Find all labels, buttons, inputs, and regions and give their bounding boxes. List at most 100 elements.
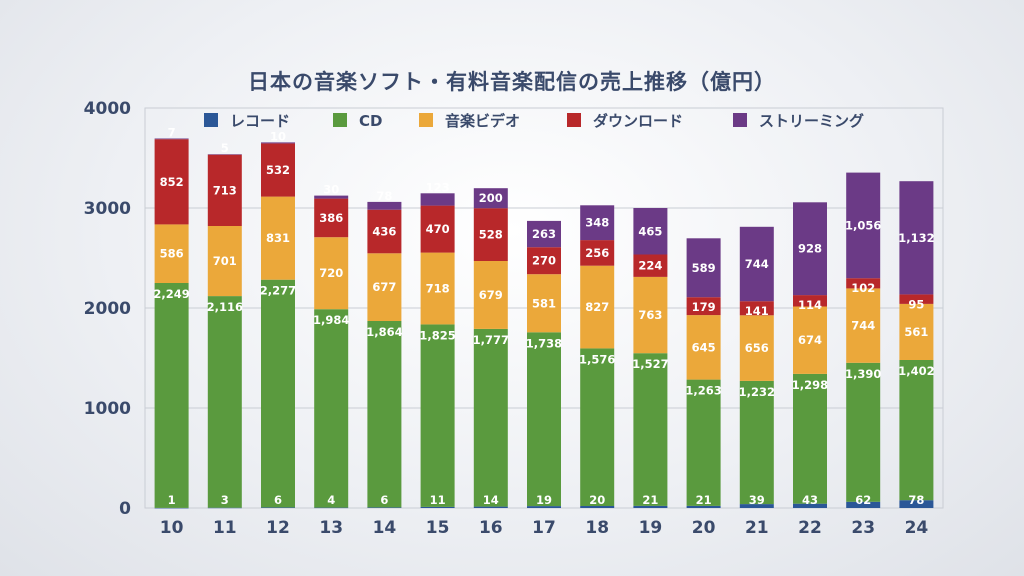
bar-segment	[154, 139, 189, 225]
data-label: 701	[213, 254, 237, 268]
data-label: 2,277	[260, 284, 296, 298]
legend-label: ストリーミング	[759, 112, 864, 130]
data-label: 4	[327, 493, 335, 507]
bar-segment	[633, 276, 668, 354]
x-tick-label: 12	[266, 518, 290, 538]
x-tick-label: 18	[585, 518, 609, 538]
data-label: 5	[221, 141, 229, 155]
data-label: 713	[213, 183, 237, 197]
data-label: 1,390	[845, 367, 881, 381]
data-label: 224	[638, 259, 662, 273]
bar-stacks	[154, 138, 934, 509]
data-label: 179	[692, 300, 716, 314]
bar-segment	[207, 507, 242, 509]
bar-segment	[154, 224, 189, 283]
bar-segment	[154, 283, 189, 508]
bar-segment	[739, 380, 774, 505]
data-label: 852	[160, 175, 184, 189]
legend-label: ダウンロード	[593, 112, 683, 130]
data-label: 827	[585, 300, 609, 314]
data-label: 256	[585, 246, 609, 260]
bar-segment	[739, 301, 774, 316]
bar-segment	[527, 506, 561, 508]
bar-segment	[473, 208, 508, 261]
data-label: 1,984	[313, 313, 349, 327]
x-tick-label: 16	[479, 518, 503, 538]
bar-segment	[314, 198, 349, 238]
x-tick-label: 11	[213, 518, 237, 538]
data-label: 1,132	[898, 231, 934, 245]
bar-segment	[527, 332, 561, 507]
data-label: 1,056	[845, 218, 881, 232]
data-label: 645	[692, 340, 716, 354]
data-label: 114	[798, 298, 822, 312]
bar-segment	[207, 154, 242, 155]
bar-segment	[793, 295, 827, 307]
data-label: 744	[745, 257, 769, 271]
data-label: 2,116	[207, 300, 243, 314]
data-label: 6	[274, 493, 282, 507]
bar-segment	[527, 274, 561, 333]
data-label: 677	[372, 280, 396, 294]
legend-label: レコード	[230, 112, 290, 130]
data-label: 6	[380, 493, 388, 507]
bar-segment	[207, 154, 242, 226]
data-label: 123	[426, 180, 450, 194]
data-label: 656	[745, 341, 769, 355]
legend-swatch	[419, 113, 433, 127]
bar-segment	[899, 294, 934, 304]
bar-segment	[261, 142, 295, 144]
bar-segment	[473, 328, 508, 507]
x-tick-label: 15	[426, 518, 450, 538]
bar-segment	[899, 360, 934, 501]
data-label: 270	[532, 254, 556, 268]
bar-segment	[580, 265, 615, 349]
bar-segment	[473, 188, 508, 209]
legend-label: 音楽ビデオ	[445, 112, 520, 130]
y-tick-label: 2000	[84, 299, 131, 319]
bar-segment	[154, 138, 189, 140]
legend-swatch	[333, 113, 347, 127]
y-tick-label: 0	[119, 499, 131, 519]
bar-segment	[846, 362, 881, 502]
data-label: 581	[532, 296, 556, 310]
data-label: 2,249	[153, 287, 189, 301]
y-tick-label: 3000	[84, 199, 131, 219]
legend-swatch	[733, 113, 747, 127]
bar-segment	[473, 261, 508, 329]
bar-segment	[367, 201, 402, 210]
bar-segment	[793, 373, 827, 504]
bar-segment	[580, 240, 615, 266]
data-label: 1,298	[792, 378, 828, 392]
data-label: 1,825	[419, 328, 455, 342]
data-label: 532	[266, 163, 290, 177]
bar-segment	[261, 196, 295, 280]
bar-segment	[314, 195, 349, 199]
x-tick-label: 17	[532, 518, 556, 538]
y-tick-label: 1000	[84, 399, 131, 419]
bar-segment	[739, 315, 774, 381]
data-label: 386	[319, 211, 343, 225]
bar-segment	[420, 193, 455, 206]
x-tick-label: 24	[905, 518, 929, 538]
bar-segment	[686, 238, 721, 298]
bar-segment	[314, 309, 349, 508]
legend-label: CD	[359, 112, 382, 130]
bar-segment	[793, 202, 827, 296]
data-label: 21	[696, 493, 712, 507]
data-label: 141	[745, 304, 769, 318]
legend-swatch	[204, 113, 218, 127]
x-tick-label: 21	[745, 518, 769, 538]
data-label: 10	[270, 129, 286, 143]
data-label: 348	[585, 216, 609, 230]
data-label: 200	[479, 191, 503, 205]
data-labels: 1 2,249 586 852 7 3 2,116 701 713 5 6 2,277 831 532 10…	[153, 126, 934, 508]
data-label: 1,263	[685, 384, 721, 398]
data-label: 7	[168, 126, 176, 140]
x-tick-label: 13	[319, 518, 343, 538]
x-tick-label: 19	[639, 518, 663, 538]
data-label: 589	[692, 261, 716, 275]
bar-segment	[739, 226, 774, 302]
bar-segment	[686, 315, 721, 380]
